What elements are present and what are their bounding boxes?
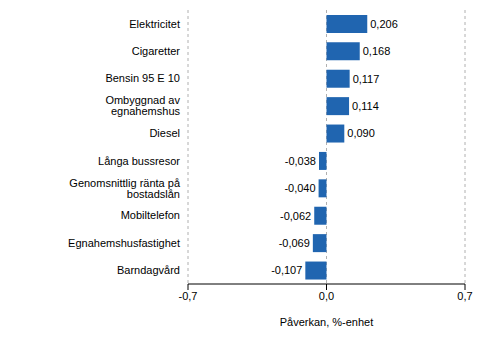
svg-text:-0,040: -0,040 (284, 182, 315, 194)
svg-text:Cigaretter: Cigaretter (132, 45, 181, 57)
svg-text:-0,107: -0,107 (271, 264, 302, 276)
svg-text:Mobiltelefon: Mobiltelefon (121, 209, 180, 221)
svg-text:Barndagvård: Barndagvård (117, 264, 180, 276)
svg-text:Bensin 95 E 10: Bensin 95 E 10 (105, 72, 180, 84)
svg-text:Långa bussresor: Långa bussresor (98, 155, 180, 167)
svg-text:-0,062: -0,062 (280, 210, 311, 222)
svg-text:0,206: 0,206 (370, 18, 398, 30)
svg-text:0,0: 0,0 (319, 290, 334, 302)
svg-text:0,7: 0,7 (457, 290, 472, 302)
svg-text:0,168: 0,168 (363, 45, 391, 57)
svg-text:-0,069: -0,069 (279, 237, 310, 249)
svg-text:Diesel: Diesel (149, 127, 180, 139)
svg-text:Ombyggnad avegnahemshus: Ombyggnad avegnahemshus (105, 94, 180, 117)
svg-text:-0,7: -0,7 (179, 290, 198, 302)
svg-text:Elektricitet: Elektricitet (129, 18, 180, 30)
svg-text:0,114: 0,114 (352, 100, 379, 112)
svg-text:Påverkan, %-enhet: Påverkan, %-enhet (280, 316, 374, 328)
svg-text:0,117: 0,117 (353, 73, 380, 85)
svg-text:Genomsnittlig ränta påbostadsl: Genomsnittlig ränta påbostadslån (69, 177, 181, 200)
svg-text:0,090: 0,090 (347, 127, 375, 139)
svg-text:-0,038: -0,038 (285, 155, 316, 167)
svg-text:Egnahemshusfastighet: Egnahemshusfastighet (68, 237, 180, 249)
